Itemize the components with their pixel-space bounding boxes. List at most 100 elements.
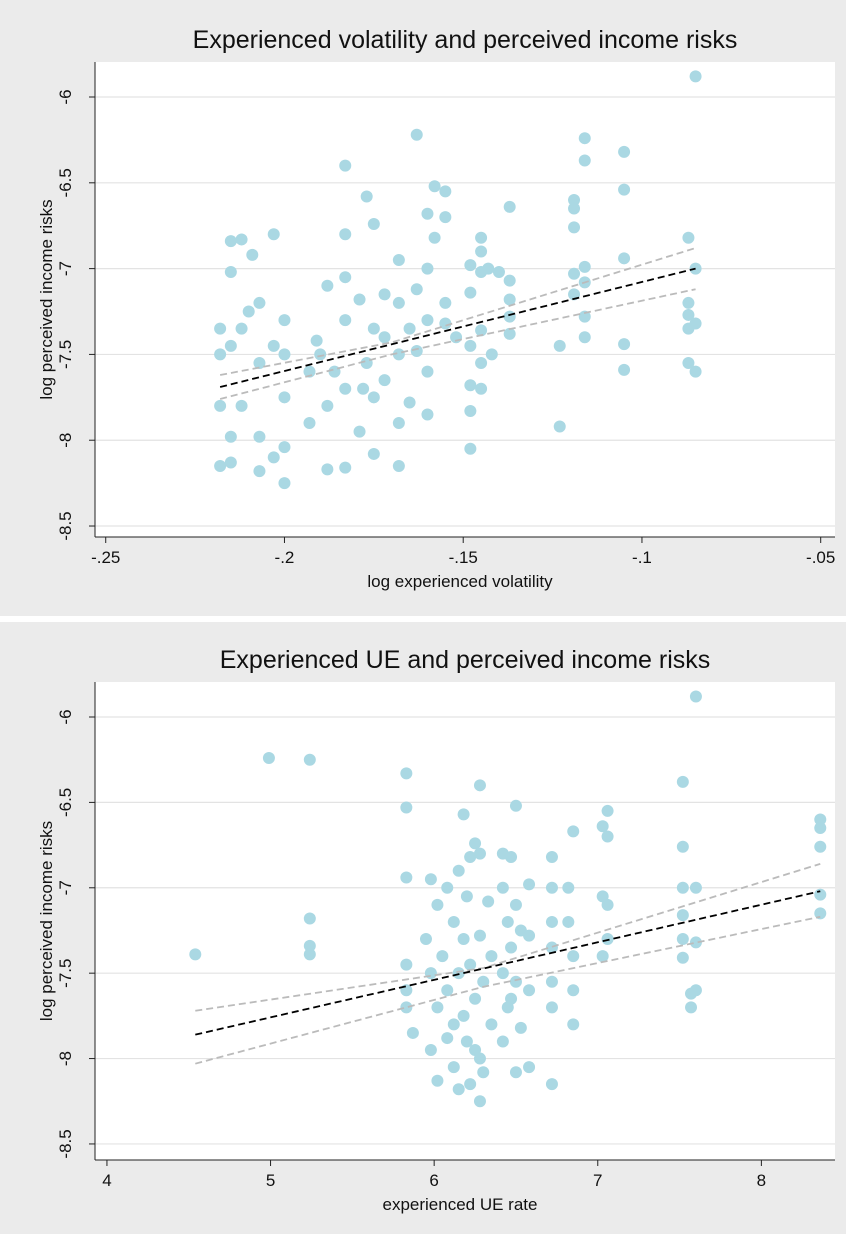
data-point — [523, 984, 536, 997]
data-point — [400, 767, 413, 780]
data-point — [578, 310, 591, 323]
data-point — [509, 799, 522, 812]
plot-area — [95, 682, 835, 1160]
data-point — [392, 459, 405, 472]
data-point — [477, 1066, 490, 1079]
data-point — [447, 915, 460, 928]
data-point — [568, 202, 581, 215]
data-point — [523, 878, 536, 891]
data-point — [367, 391, 380, 404]
x-tick-label: -.2 — [275, 548, 295, 567]
data-point — [439, 296, 452, 309]
data-point — [503, 327, 516, 340]
data-point — [814, 840, 827, 853]
data-point — [214, 348, 227, 361]
data-point — [403, 396, 416, 409]
data-point — [473, 929, 486, 942]
data-point — [676, 840, 689, 853]
y-tick-label: -8.5 — [56, 511, 75, 540]
data-point — [439, 185, 452, 198]
y-axis-label: log perceived income risks — [37, 821, 56, 1021]
data-point — [267, 228, 280, 241]
data-point — [568, 193, 581, 206]
data-point — [676, 933, 689, 946]
data-point — [473, 1052, 486, 1065]
data-point — [485, 348, 498, 361]
data-point — [578, 154, 591, 167]
data-point — [475, 356, 488, 369]
data-point — [545, 915, 558, 928]
data-point — [578, 331, 591, 344]
data-point — [214, 322, 227, 335]
data-point — [618, 363, 631, 376]
data-point — [339, 461, 352, 474]
data-point — [303, 948, 316, 961]
data-point — [441, 984, 454, 997]
data-point — [428, 231, 441, 244]
data-point — [189, 948, 202, 961]
data-point — [475, 382, 488, 395]
data-point — [267, 451, 280, 464]
data-point — [242, 305, 255, 318]
data-point — [689, 262, 702, 275]
data-point — [303, 939, 316, 952]
data-point — [235, 322, 248, 335]
data-point — [464, 958, 477, 971]
confidence-band — [195, 863, 821, 1012]
data-point — [567, 950, 580, 963]
data-point — [421, 262, 434, 275]
data-point — [501, 915, 514, 928]
data-point — [439, 317, 452, 330]
data-point — [553, 420, 566, 433]
data-point — [428, 180, 441, 193]
data-point — [485, 1018, 498, 1031]
data-point — [441, 881, 454, 894]
data-point — [419, 933, 432, 946]
data-point — [618, 183, 631, 196]
data-point — [457, 933, 470, 946]
data-point — [509, 898, 522, 911]
data-point — [689, 984, 702, 997]
data-point — [496, 1035, 509, 1048]
data-point — [253, 465, 266, 478]
data-point — [682, 231, 695, 244]
data-point — [367, 217, 380, 230]
data-point — [424, 1044, 437, 1057]
y-tick-label: -7.5 — [56, 959, 75, 988]
data-point — [278, 477, 291, 490]
data-point — [464, 259, 477, 272]
data-point — [392, 417, 405, 430]
data-point — [475, 324, 488, 337]
data-point — [400, 1001, 413, 1014]
data-point — [235, 233, 248, 246]
data-point — [567, 1018, 580, 1031]
data-point — [545, 975, 558, 988]
data-point — [618, 145, 631, 158]
data-point — [253, 356, 266, 369]
data-point — [378, 288, 391, 301]
data-point — [431, 1074, 444, 1087]
data-point — [410, 283, 423, 296]
data-point — [596, 950, 609, 963]
data-point — [464, 339, 477, 352]
data-point — [578, 132, 591, 145]
data-point — [321, 399, 334, 412]
data-point — [421, 314, 434, 327]
data-point — [303, 912, 316, 925]
data-point — [214, 459, 227, 472]
data-point — [682, 356, 695, 369]
data-point — [224, 456, 237, 469]
x-tick-label: 5 — [266, 1171, 275, 1190]
data-point — [403, 322, 416, 335]
chart-title: Experienced volatility and perceived inc… — [193, 26, 738, 54]
data-point — [545, 1078, 558, 1091]
data-point — [475, 231, 488, 244]
data-point — [406, 1026, 419, 1039]
y-tick-label: -6 — [56, 89, 75, 104]
y-tick-label: -7 — [56, 261, 75, 276]
data-point — [685, 1001, 698, 1014]
data-point — [505, 992, 518, 1005]
data-point — [367, 322, 380, 335]
data-point — [246, 248, 259, 261]
data-point — [676, 909, 689, 922]
